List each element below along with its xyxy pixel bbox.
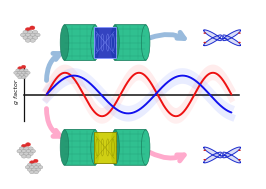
Polygon shape bbox=[223, 152, 240, 163]
Ellipse shape bbox=[22, 149, 26, 153]
Ellipse shape bbox=[25, 39, 31, 42]
Polygon shape bbox=[204, 147, 221, 158]
Ellipse shape bbox=[32, 30, 38, 34]
Ellipse shape bbox=[18, 71, 22, 74]
Polygon shape bbox=[204, 35, 221, 46]
Ellipse shape bbox=[20, 33, 26, 37]
Ellipse shape bbox=[28, 152, 33, 156]
Ellipse shape bbox=[35, 33, 40, 37]
Ellipse shape bbox=[25, 28, 31, 31]
Ellipse shape bbox=[27, 163, 32, 167]
Ellipse shape bbox=[34, 159, 38, 163]
Ellipse shape bbox=[16, 69, 20, 72]
Ellipse shape bbox=[34, 166, 39, 169]
Ellipse shape bbox=[26, 71, 30, 74]
FancyBboxPatch shape bbox=[64, 25, 96, 60]
FancyBboxPatch shape bbox=[64, 130, 96, 165]
FancyBboxPatch shape bbox=[94, 132, 117, 163]
Ellipse shape bbox=[28, 30, 33, 34]
Ellipse shape bbox=[32, 36, 38, 40]
Ellipse shape bbox=[30, 170, 34, 174]
Polygon shape bbox=[223, 35, 240, 46]
Ellipse shape bbox=[30, 33, 35, 37]
Ellipse shape bbox=[24, 69, 28, 72]
Ellipse shape bbox=[91, 130, 99, 165]
Ellipse shape bbox=[20, 74, 24, 77]
Ellipse shape bbox=[17, 149, 22, 153]
Ellipse shape bbox=[203, 149, 206, 151]
Polygon shape bbox=[204, 30, 221, 41]
Ellipse shape bbox=[111, 25, 119, 60]
Ellipse shape bbox=[203, 159, 206, 160]
Ellipse shape bbox=[28, 36, 33, 40]
Ellipse shape bbox=[14, 71, 18, 74]
Ellipse shape bbox=[36, 163, 41, 167]
Ellipse shape bbox=[238, 42, 241, 43]
Ellipse shape bbox=[203, 42, 206, 43]
Polygon shape bbox=[223, 30, 240, 41]
Ellipse shape bbox=[25, 166, 30, 169]
Ellipse shape bbox=[26, 143, 31, 146]
FancyBboxPatch shape bbox=[114, 130, 146, 165]
Polygon shape bbox=[223, 147, 240, 158]
Ellipse shape bbox=[60, 25, 69, 60]
Ellipse shape bbox=[91, 25, 99, 60]
Ellipse shape bbox=[19, 147, 24, 150]
Ellipse shape bbox=[18, 67, 22, 70]
Ellipse shape bbox=[34, 170, 39, 174]
Ellipse shape bbox=[30, 166, 34, 169]
Ellipse shape bbox=[28, 147, 33, 150]
Ellipse shape bbox=[30, 26, 35, 30]
Ellipse shape bbox=[23, 30, 28, 34]
Ellipse shape bbox=[18, 76, 22, 79]
Ellipse shape bbox=[26, 155, 31, 158]
Ellipse shape bbox=[141, 25, 150, 60]
Ellipse shape bbox=[24, 147, 29, 150]
Ellipse shape bbox=[36, 168, 41, 171]
Ellipse shape bbox=[32, 163, 36, 167]
Ellipse shape bbox=[19, 152, 24, 156]
Ellipse shape bbox=[203, 32, 206, 34]
Ellipse shape bbox=[25, 33, 31, 37]
Ellipse shape bbox=[22, 76, 26, 79]
Ellipse shape bbox=[20, 69, 24, 72]
Ellipse shape bbox=[60, 130, 69, 165]
Ellipse shape bbox=[24, 152, 29, 156]
Text: g factor: g factor bbox=[14, 79, 19, 104]
Ellipse shape bbox=[30, 161, 34, 164]
Ellipse shape bbox=[22, 71, 26, 74]
Ellipse shape bbox=[22, 144, 26, 148]
FancyBboxPatch shape bbox=[114, 25, 146, 60]
Ellipse shape bbox=[22, 155, 26, 158]
Ellipse shape bbox=[30, 39, 35, 42]
Ellipse shape bbox=[32, 168, 36, 171]
Ellipse shape bbox=[24, 74, 28, 77]
Polygon shape bbox=[204, 152, 221, 163]
FancyBboxPatch shape bbox=[94, 27, 117, 58]
Ellipse shape bbox=[38, 166, 43, 169]
Ellipse shape bbox=[238, 159, 241, 160]
Ellipse shape bbox=[141, 130, 150, 165]
Ellipse shape bbox=[238, 149, 241, 151]
Ellipse shape bbox=[111, 130, 119, 165]
Ellipse shape bbox=[21, 65, 26, 68]
Ellipse shape bbox=[31, 149, 35, 153]
Ellipse shape bbox=[27, 168, 32, 171]
Ellipse shape bbox=[16, 74, 20, 77]
Ellipse shape bbox=[238, 32, 241, 34]
Ellipse shape bbox=[26, 149, 31, 153]
Ellipse shape bbox=[23, 36, 28, 40]
